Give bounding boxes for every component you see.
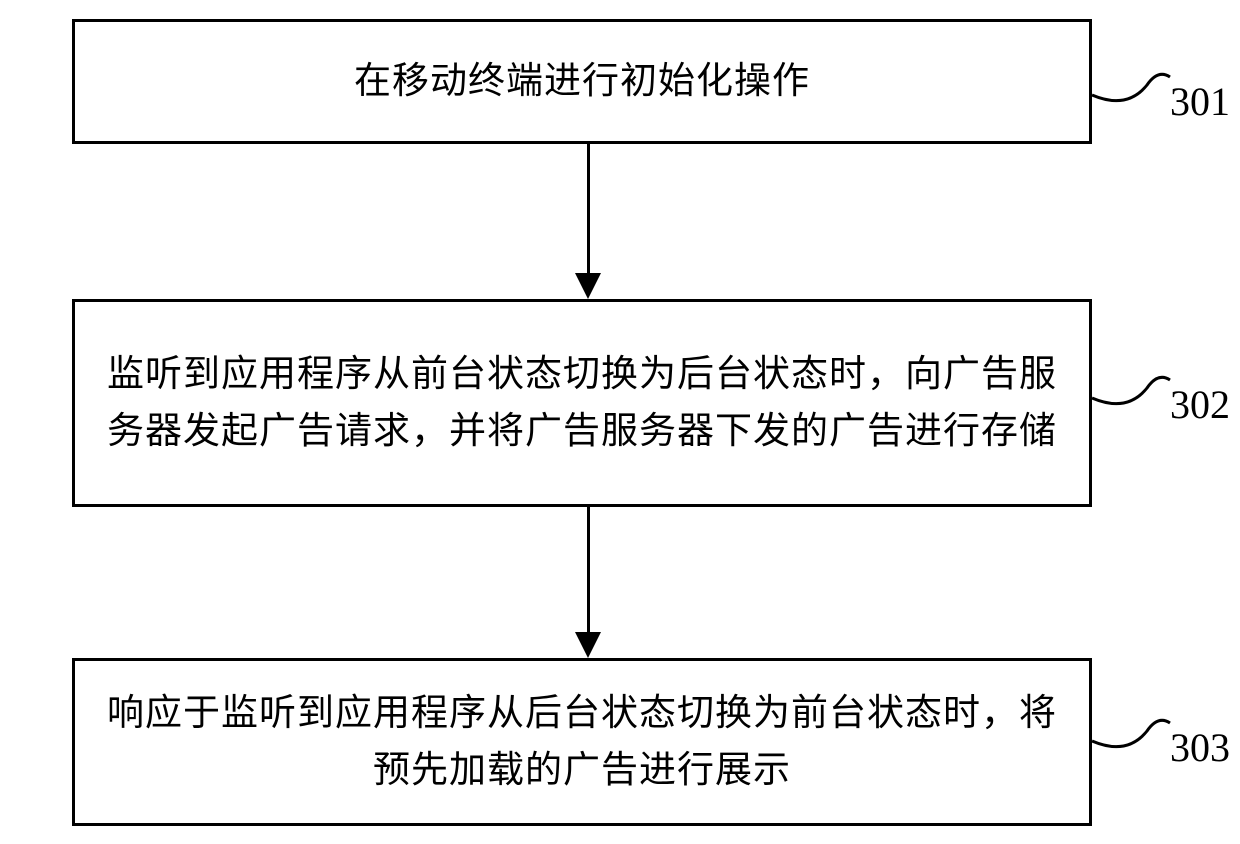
step-label-2: 302 (1170, 381, 1230, 428)
step-1-text: 在移动终端进行初始化操作 (354, 53, 810, 110)
connector-curve-2 (1092, 358, 1172, 418)
flow-arrow-2 (575, 507, 601, 658)
arrow-head-icon (575, 273, 601, 299)
arrow-line (587, 144, 590, 273)
arrow-line (587, 507, 590, 632)
flow-arrow-1 (575, 144, 601, 299)
step-3-text: 响应于监听到应用程序从后台状态切换为前台状态时，将预先加载的广告进行展示 (105, 685, 1059, 800)
flowchart-step-1: 在移动终端进行初始化操作 (72, 19, 1092, 144)
arrow-head-icon (575, 632, 601, 658)
connector-curve-3 (1092, 701, 1172, 761)
step-label-3: 303 (1170, 724, 1230, 771)
flowchart-step-3: 响应于监听到应用程序从后台状态切换为前台状态时，将预先加载的广告进行展示 (72, 658, 1092, 826)
flowchart-container: 在移动终端进行初始化操作 监听到应用程序从前台状态切换为后台状态时，向广告服务器… (0, 0, 1240, 844)
flowchart-step-2: 监听到应用程序从前台状态切换为后台状态时，向广告服务器发起广告请求，并将广告服务… (72, 299, 1092, 507)
step-2-text: 监听到应用程序从前台状态切换为后台状态时，向广告服务器发起广告请求，并将广告服务… (105, 346, 1059, 461)
connector-curve-1 (1092, 55, 1172, 115)
step-label-1: 301 (1170, 78, 1230, 125)
